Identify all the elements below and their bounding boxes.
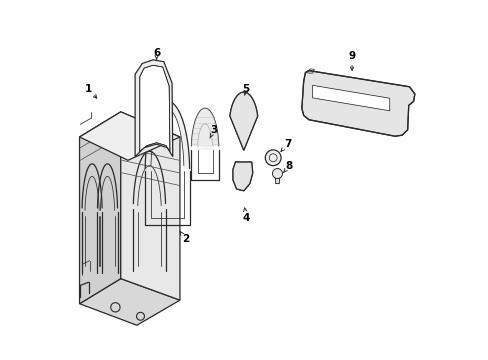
Circle shape [265, 150, 281, 166]
Polygon shape [275, 174, 279, 184]
Text: 3: 3 [210, 125, 217, 135]
Polygon shape [135, 60, 172, 157]
Polygon shape [312, 85, 389, 111]
Polygon shape [121, 112, 180, 300]
Polygon shape [145, 101, 189, 169]
Polygon shape [80, 112, 180, 160]
Text: 6: 6 [153, 48, 160, 58]
Polygon shape [140, 65, 169, 151]
Polygon shape [80, 279, 180, 325]
Circle shape [272, 168, 282, 179]
Text: 5: 5 [242, 84, 249, 94]
Text: 4: 4 [242, 213, 249, 222]
Text: 9: 9 [348, 51, 355, 61]
Text: 1: 1 [85, 84, 92, 94]
Polygon shape [229, 92, 257, 150]
Polygon shape [233, 162, 252, 191]
Polygon shape [80, 112, 121, 304]
Text: 8: 8 [285, 161, 292, 171]
Polygon shape [301, 71, 414, 136]
Text: 2: 2 [182, 234, 188, 244]
Text: 7: 7 [283, 139, 291, 149]
Polygon shape [191, 108, 218, 149]
